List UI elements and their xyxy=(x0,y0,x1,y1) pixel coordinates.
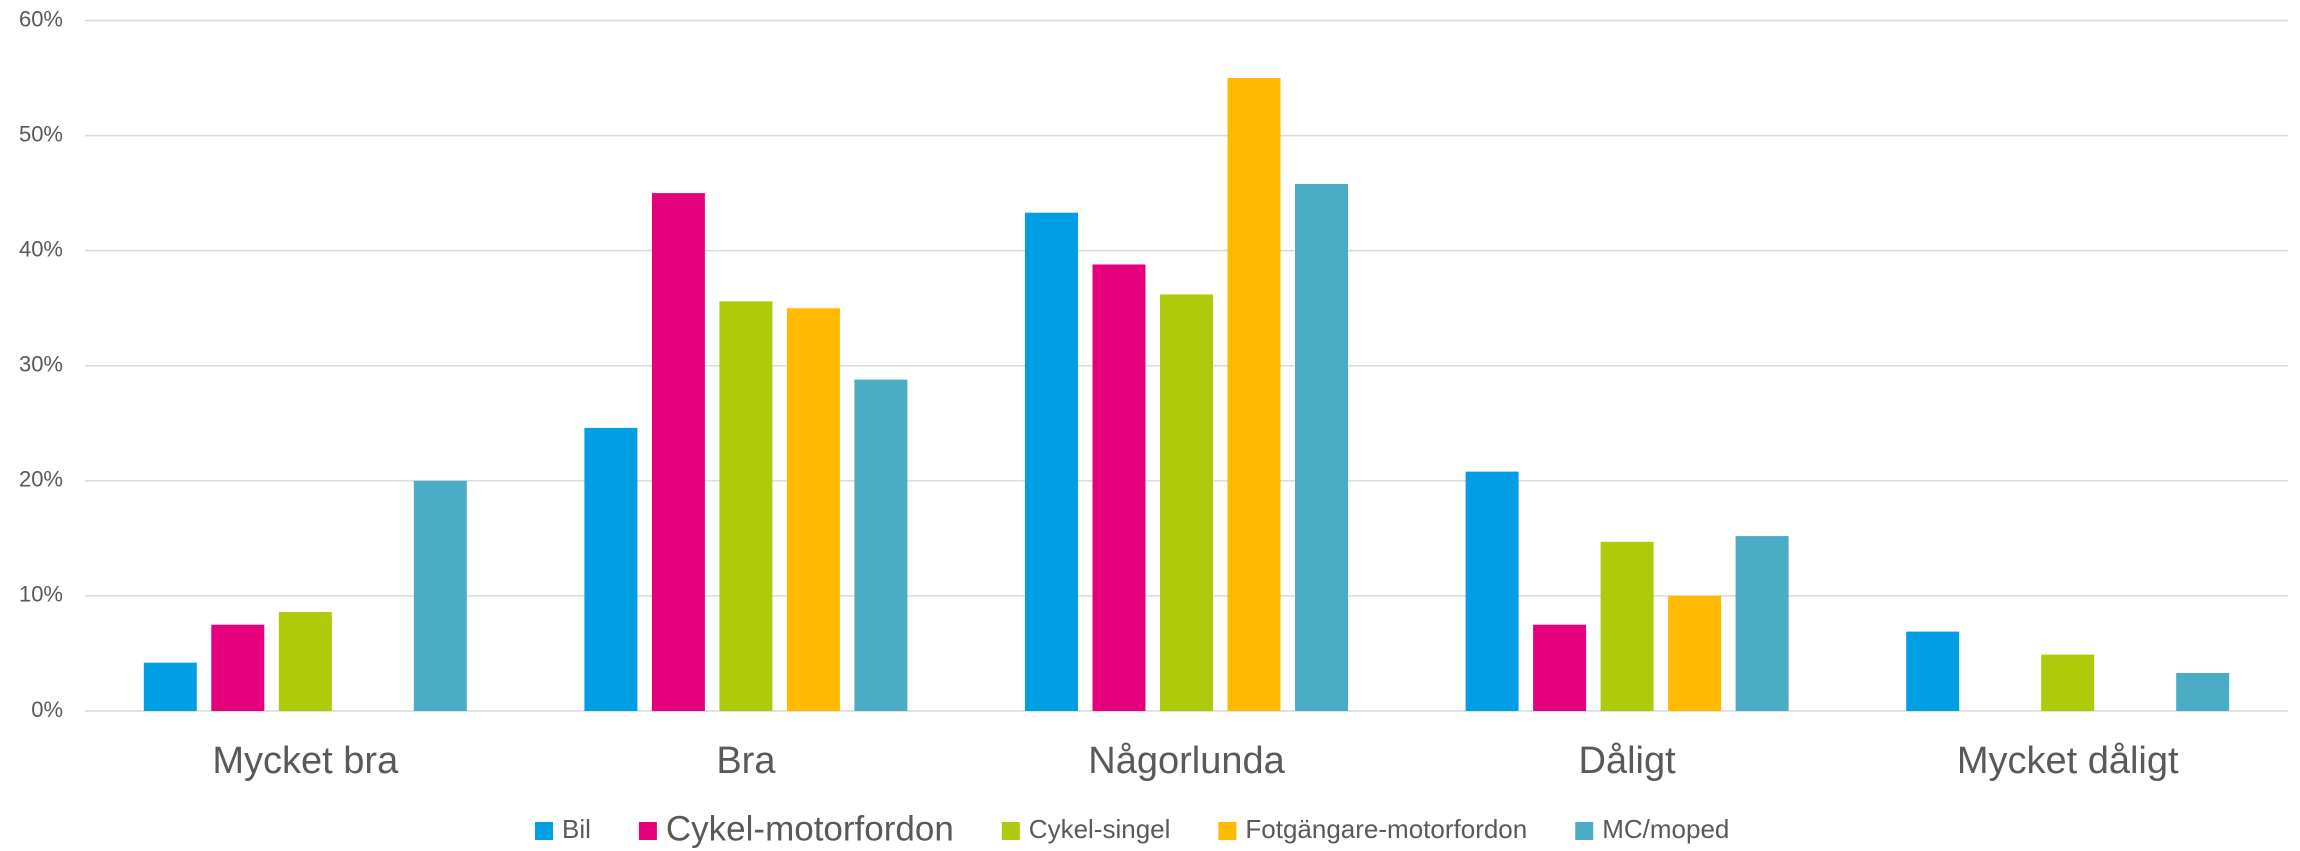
legend-swatch xyxy=(1218,822,1237,840)
bar xyxy=(786,308,840,711)
legend-swatch xyxy=(1001,822,1020,840)
y-tick-label: 30% xyxy=(19,352,63,377)
legend-swatch xyxy=(1575,822,1594,840)
y-tick-label: 20% xyxy=(19,467,63,492)
bar xyxy=(1025,212,1078,712)
y-tick-label: 40% xyxy=(19,236,63,261)
y-tick-label: 60% xyxy=(19,6,63,31)
y-tick-label: 50% xyxy=(19,121,63,146)
bar xyxy=(584,427,638,711)
bar xyxy=(1295,183,1348,711)
bar xyxy=(1533,624,1587,711)
bar xyxy=(143,662,197,711)
bar xyxy=(2176,673,2230,711)
bar xyxy=(854,379,908,711)
x-tick-label: Mycket bra xyxy=(212,740,399,782)
bar xyxy=(1600,541,1654,711)
legend-swatch xyxy=(638,822,657,840)
bar xyxy=(719,301,773,711)
legend-label: Cykel-singel xyxy=(1029,814,1171,844)
bar xyxy=(1227,78,1281,711)
bar xyxy=(1092,264,1146,711)
bar xyxy=(211,624,265,711)
bar xyxy=(1735,536,1789,711)
bar xyxy=(413,480,467,711)
bar xyxy=(1668,595,1722,711)
bar xyxy=(1906,631,1960,711)
bar xyxy=(1160,294,1213,711)
x-tick-label: Dåligt xyxy=(1579,740,1677,782)
bar xyxy=(278,612,332,711)
bar xyxy=(651,193,705,711)
x-tick-label: Någorlunda xyxy=(1088,740,1285,782)
legend-swatch xyxy=(535,822,553,840)
legend-label: MC/moped xyxy=(1602,814,1729,844)
x-tick-label: Bra xyxy=(716,740,776,782)
x-tick-label: Mycket dåligt xyxy=(1957,740,2179,782)
bar xyxy=(1465,471,1519,711)
legend-label: Fotgängare-motorfordon xyxy=(1245,814,1527,844)
legend-label: Cykel-motorfordon xyxy=(666,809,954,848)
y-tick-label: 10% xyxy=(19,582,63,607)
y-tick-label: 0% xyxy=(31,697,63,722)
bar xyxy=(2041,654,2095,711)
legend-label: Bil xyxy=(562,814,591,844)
